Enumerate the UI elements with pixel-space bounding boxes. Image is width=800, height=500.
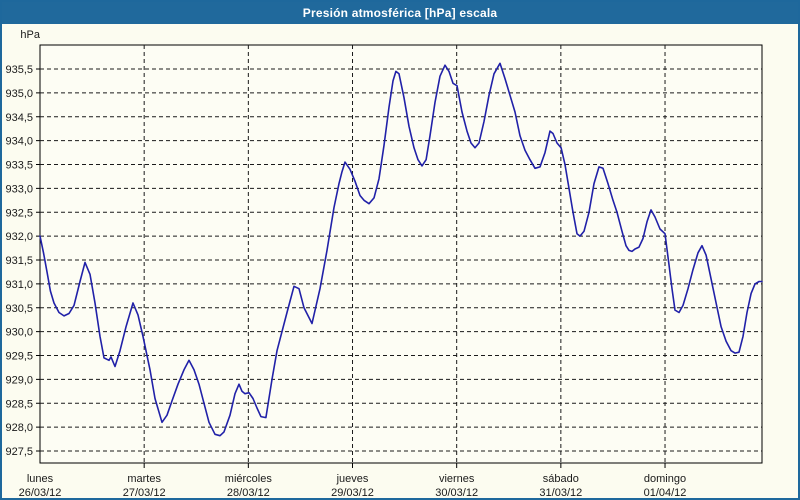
x-day-date-label: 31/03/12 <box>539 487 582 499</box>
x-day-weekday-label: martes <box>127 473 161 485</box>
title-bar: Presión atmosférica [hPa] escala <box>2 2 798 24</box>
x-day-weekday-label: lunes <box>27 473 54 485</box>
plot-border <box>39 44 763 464</box>
x-day-date-label: 26/03/12 <box>19 487 62 499</box>
x-day-weekday-label: miércoles <box>225 473 273 485</box>
y-tick-label: 930,0 <box>5 327 33 339</box>
x-day-weekday-label: domingo <box>644 473 686 485</box>
chart-area: 935,5 935,0 934,5 934,0 933,5 933,0 932,5 932,0… <box>4 26 798 499</box>
x-day-weekday-label: viernes <box>439 473 475 485</box>
y-tick-label: 934,5 <box>5 112 33 124</box>
y-tick-label: 935,5 <box>5 64 33 76</box>
y-tick-label: 935,0 <box>5 88 33 100</box>
y-axis-unit-label: hPa <box>20 29 40 41</box>
y-tick-label: 928,5 <box>5 398 33 410</box>
y-tick-label: 929,5 <box>5 351 33 363</box>
chart-title: Presión atmosférica [hPa] escala <box>302 6 498 20</box>
x-day-date-label: 27/03/12 <box>123 487 166 499</box>
y-tick-label: 931,5 <box>5 255 33 267</box>
y-tick-label: 933,0 <box>5 183 33 195</box>
y-tick-label: 931,0 <box>5 279 33 291</box>
series-layer <box>39 62 763 437</box>
x-day-weekday-label: jueves <box>336 473 369 485</box>
y-tick-label: 927,5 <box>5 446 33 458</box>
x-day-weekday-label: sábado <box>543 473 579 485</box>
y-tick-label: 928,0 <box>5 422 33 434</box>
x-day-date-label: 29/03/12 <box>331 487 374 499</box>
x-day-date-label: 28/03/12 <box>227 487 270 499</box>
y-tick-label: 933,5 <box>5 160 33 172</box>
pressure-chart: 935,5 935,0 934,5 934,0 933,5 933,0 932,5 932,0… <box>5 29 763 499</box>
label-layer: 935,5 935,0 934,5 934,0 933,5 933,0 932,5 932,0… <box>5 64 687 499</box>
y-tick-label: 929,0 <box>5 374 33 386</box>
x-day-date-label: 01/04/12 <box>644 487 687 499</box>
tick-layer <box>36 68 666 468</box>
pressure-series-line <box>39 62 763 437</box>
y-tick-label: 932,5 <box>5 207 33 219</box>
y-tick-label: 930,5 <box>5 303 33 315</box>
grid-layer <box>40 45 762 463</box>
y-tick-label: 932,0 <box>5 231 33 243</box>
y-tick-label: 934,0 <box>5 136 33 148</box>
x-day-date-label: 30/03/12 <box>435 487 478 499</box>
